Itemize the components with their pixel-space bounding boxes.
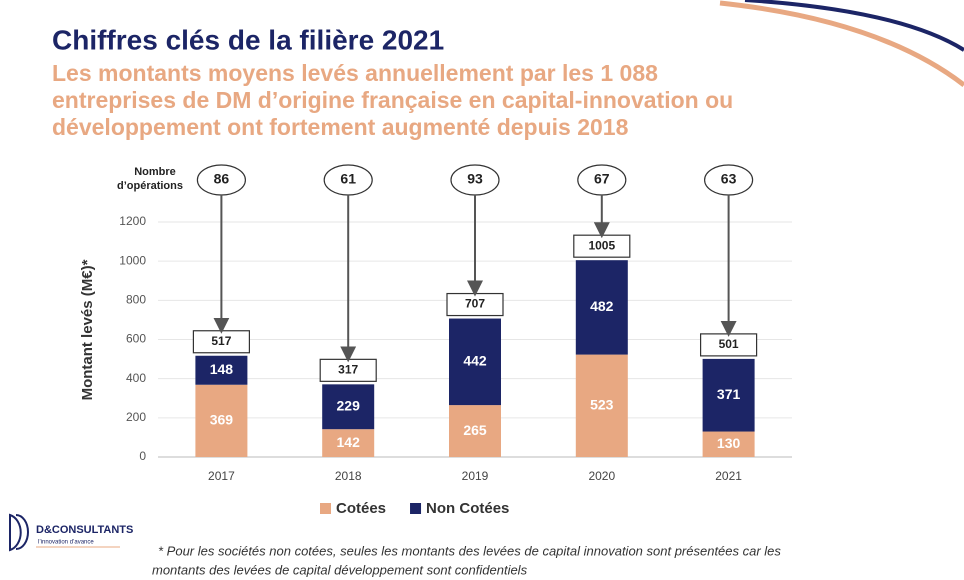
legend-label: Non Cotées	[426, 500, 509, 517]
legend-swatch	[410, 503, 422, 514]
logo-tagline: l’innovation d’avance	[38, 540, 94, 546]
value-label: 142	[337, 434, 361, 450]
y-tick-label: 800	[126, 293, 146, 307]
legend-swatch	[320, 503, 331, 514]
bar-segment	[702, 358, 755, 432]
total-label: 517	[211, 334, 231, 348]
value-label: 482	[590, 298, 614, 314]
legend-label: Cotées	[336, 500, 386, 517]
operations-label: 86	[214, 171, 230, 187]
operations-label: 67	[594, 171, 610, 187]
bar-segment	[449, 405, 501, 457]
subtitle: entreprises de DM d’origine française en…	[52, 87, 733, 113]
value-label: 523	[590, 396, 614, 412]
deco-arc	[719, 0, 964, 87]
y-tick-label: 600	[126, 332, 146, 346]
bar-segment	[702, 431, 755, 457]
y-tick-label: 1000	[119, 253, 146, 267]
value-label: 148	[210, 361, 234, 377]
total-label: 1005	[588, 238, 615, 252]
x-tick-label: 2018	[335, 469, 362, 483]
y-tick-label: 0	[139, 449, 146, 463]
bar-segment	[322, 384, 375, 430]
operations-label: 63	[721, 171, 737, 187]
y-tick-label: 1200	[119, 214, 146, 228]
total-label: 317	[338, 363, 358, 377]
x-tick-label: 2020	[588, 469, 615, 483]
bar-segment	[575, 260, 628, 355]
footnote: montants des levées de capital développe…	[152, 562, 528, 577]
bar-segment	[575, 354, 628, 457]
y-tick-label: 400	[126, 371, 146, 385]
subtitle: Les montants moyens levés annuellement p…	[52, 60, 658, 86]
bar-segment	[195, 355, 248, 385]
y-tick-label: 200	[126, 410, 146, 424]
value-label: 371	[717, 386, 741, 402]
value-label: 130	[717, 435, 741, 451]
operations-label: 61	[340, 171, 356, 187]
operations-label: d’opérations	[117, 180, 183, 192]
value-label: 265	[463, 422, 487, 438]
x-tick-label: 2019	[462, 469, 489, 483]
y-axis-label: Montant levés (M€)*	[79, 259, 96, 400]
value-label: 442	[463, 353, 487, 369]
operations-label: 93	[467, 171, 483, 187]
x-tick-label: 2021	[715, 469, 742, 483]
x-tick-label: 2017	[208, 469, 235, 483]
subtitle: développement ont fortement augmenté dep…	[52, 114, 629, 140]
total-label: 501	[719, 337, 739, 351]
bar-segment	[322, 429, 375, 457]
deco-arc	[744, 0, 964, 52]
logo-mark	[9, 513, 29, 552]
value-label: 229	[337, 397, 361, 413]
title: Chiffres clés de la filière 2021	[52, 24, 444, 55]
bar-segment	[195, 384, 248, 457]
bar-segment	[449, 318, 501, 406]
operations-label: Nombre	[134, 166, 176, 178]
logo-name: D&CONSULTANTS	[36, 524, 133, 536]
footnote: * Pour les sociétés non cotées, seules l…	[158, 543, 781, 558]
value-label: 369	[210, 412, 234, 428]
total-label: 707	[465, 297, 485, 311]
